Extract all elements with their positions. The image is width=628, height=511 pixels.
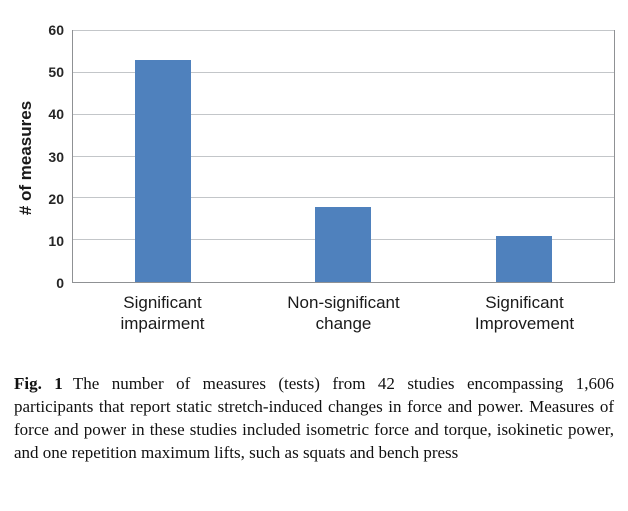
- bar: [135, 60, 192, 282]
- bar-slot: [434, 31, 614, 282]
- gridline: [73, 197, 614, 199]
- gridline: [73, 30, 614, 31]
- bar-slot: [73, 31, 253, 282]
- bar: [315, 206, 372, 282]
- category-label: Significant Improvement: [474, 293, 575, 333]
- gridline: [73, 155, 614, 157]
- y-tick-label: 10: [48, 232, 64, 249]
- gridline: [73, 71, 614, 73]
- y-tick-label: 0: [56, 275, 64, 291]
- y-tick-label: 60: [48, 22, 64, 38]
- y-tick-label: 40: [48, 106, 64, 123]
- gridline: [73, 113, 614, 115]
- bar: [495, 235, 552, 282]
- caption-text: The number of measures (tests) from 42 s…: [14, 374, 614, 462]
- figure-label: Fig. 1: [14, 374, 63, 393]
- category-label: Non-significant change: [287, 293, 400, 333]
- x-axis-category-labels: Significant impairment Non-significant ch…: [72, 292, 615, 334]
- y-tick-label: 30: [48, 148, 64, 165]
- figure-caption: Fig. 1 The number of measures (tests) fro…: [14, 372, 614, 464]
- bar-slot: [253, 31, 433, 282]
- y-tick-label: 50: [48, 64, 64, 81]
- plot-area: [72, 30, 615, 283]
- y-axis-tick-labels: 0 10 20 30 40 50 60: [26, 22, 64, 291]
- y-tick-label: 20: [48, 190, 64, 207]
- category-label: Significant impairment: [120, 293, 205, 333]
